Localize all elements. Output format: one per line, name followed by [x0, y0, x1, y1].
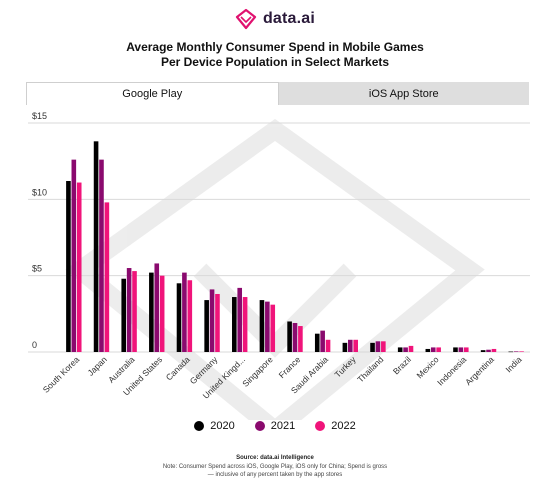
- data-ai-logo-icon: [235, 8, 257, 30]
- x-tick-label: France: [277, 354, 303, 380]
- y-tick-label: $5: [32, 264, 42, 274]
- bar-2020: [176, 283, 182, 352]
- chart-title: Average Monthly Consumer Spend in Mobile…: [0, 40, 550, 70]
- bar-2021: [71, 159, 77, 352]
- bar-2020: [232, 297, 237, 352]
- bar-2021: [403, 347, 408, 352]
- y-tick-label: $10: [32, 187, 47, 197]
- bar-2022: [187, 280, 193, 352]
- x-tick-label: Argentina: [463, 354, 496, 387]
- bar-2020: [66, 181, 71, 352]
- bar-chart: $15$10$50 South Korea JapanAustraliaUnite…: [28, 111, 530, 420]
- bar-2021: [292, 322, 298, 352]
- chart-title-line-2: Per Device Population in Select Markets: [160, 55, 390, 69]
- bar-2022: [519, 351, 524, 352]
- bar-2021: [154, 263, 160, 352]
- bar-2022: [381, 341, 386, 352]
- bar-2022: [436, 347, 441, 352]
- bar-2022: [132, 271, 137, 352]
- bar-2021: [182, 272, 187, 352]
- bar-2021: [265, 301, 270, 352]
- tab-google-play[interactable]: Google Play: [26, 82, 279, 105]
- legend-swatch: [254, 421, 265, 431]
- bar-2020: [453, 347, 458, 352]
- x-tick-label: South Korea: [41, 354, 82, 395]
- bar-2022: [325, 339, 331, 352]
- x-tick-label: Brazil: [391, 354, 413, 376]
- bar-2021: [375, 341, 381, 352]
- bar-2020: [204, 300, 209, 352]
- legend-item-2021: 2021: [254, 420, 296, 432]
- bar-2021: [126, 268, 132, 352]
- bar-2020: [93, 141, 99, 352]
- bar-2021: [458, 347, 464, 352]
- legend-label: 2021: [270, 420, 296, 432]
- chart-legend: 2020 2021 2022: [0, 420, 550, 432]
- bar-2021: [513, 351, 519, 352]
- bar-2022: [76, 182, 82, 352]
- bar-2021: [486, 349, 491, 352]
- legend-label: 2020: [210, 420, 235, 432]
- bar-2020: [370, 342, 375, 352]
- bar-2022: [159, 275, 165, 352]
- legend-item-2022: 2022: [315, 420, 356, 432]
- bar-2021: [209, 289, 215, 352]
- x-tick-label: Singapore: [240, 354, 275, 389]
- bar-2020: [121, 278, 127, 352]
- bar-2022: [463, 347, 469, 352]
- bar-2020: [397, 347, 403, 352]
- legend-label: 2022: [331, 420, 356, 432]
- bar-2022: [408, 345, 414, 352]
- bar-2021: [99, 159, 104, 352]
- source-line: Source: data.ai Intelligence: [236, 455, 314, 461]
- bar-2022: [491, 348, 497, 352]
- bar-2022: [353, 339, 358, 352]
- bar-2020: [425, 348, 431, 352]
- y-tick-label: $15: [32, 111, 47, 121]
- x-tick-label: Indonesia: [435, 354, 468, 387]
- bar-2020: [480, 350, 486, 352]
- bar-2022: [298, 326, 303, 352]
- bar-2020: [149, 272, 154, 352]
- bar-2022: [215, 293, 220, 352]
- bar-2021: [237, 287, 243, 352]
- x-tick-label: India: [503, 354, 523, 374]
- legend-swatch: [315, 421, 326, 431]
- legend-item-2020: 2020: [194, 420, 235, 432]
- bar-2020: [287, 321, 292, 352]
- bar-2020: [508, 351, 514, 353]
- bar-2021: [320, 330, 325, 352]
- bar-2021: [430, 347, 436, 352]
- x-tick-label: Japan: [85, 354, 109, 378]
- bar-2020: [342, 342, 348, 352]
- chart-title-line-1: Average Monthly Consumer Spend in Mobile…: [126, 40, 424, 54]
- y-tick-label: 0: [32, 340, 37, 350]
- bar-2020: [259, 300, 265, 352]
- tab-ios-app-store[interactable]: iOS App Store: [278, 82, 529, 105]
- bar-2022: [242, 297, 248, 352]
- brand-name: data.ai: [262, 10, 316, 27]
- x-tick-label: Mexico: [415, 354, 441, 380]
- bar-2022: [104, 202, 110, 352]
- brand-header: data.ai: [0, 8, 550, 30]
- footnote: Note: Consumer Spend across iOS, Google …: [162, 464, 388, 478]
- bar-2021: [347, 339, 353, 352]
- legend-swatch: [194, 421, 205, 431]
- store-tabs: Google Play iOS App Store: [26, 82, 529, 105]
- bar-2022: [270, 304, 276, 352]
- bar-2020: [314, 333, 320, 352]
